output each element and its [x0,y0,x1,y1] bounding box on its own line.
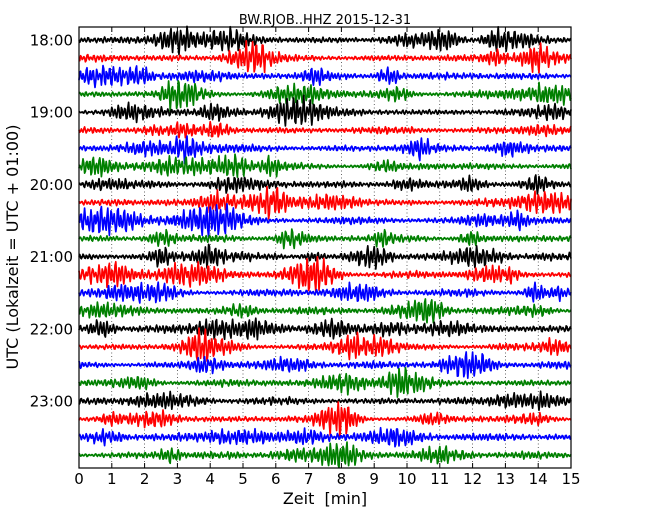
chart-title: BW.RJOB..HHZ 2015-12-31 [239,13,411,28]
plot-frame [78,26,572,469]
trace-14 [78,256,572,292]
trace-11 [78,203,572,238]
y-tick-label-3: 21:00 [30,248,73,266]
x-tick-label-7: 7 [304,470,314,488]
y-tick-label-2: 20:00 [30,176,73,194]
x-tick-label-15: 15 [561,470,580,488]
x-tick-label-14: 14 [529,470,548,488]
x-tick-label-12: 12 [463,470,482,488]
x-tick-label-3: 3 [173,470,183,488]
y-tick-label-5: 23:00 [30,393,73,411]
trace-15 [78,281,572,304]
x-tick-label-5: 5 [238,470,248,488]
x-tick-label-13: 13 [496,470,515,488]
x-tick-label-2: 2 [140,470,150,488]
x-tick-label-6: 6 [271,470,281,488]
trace-1 [78,25,572,56]
grid-lines [111,27,539,468]
trace-16 [78,298,572,324]
trace-12 [78,228,572,250]
trace-19 [78,351,572,379]
x-tick-label-9: 9 [369,470,379,488]
trace-20 [78,367,572,398]
trace-23 [78,426,572,448]
x-tick-label-8: 8 [337,470,347,488]
trace-5 [78,94,572,127]
x-axis-label: Zeit [min] [283,489,367,508]
trace-6 [78,120,572,139]
trace-18 [78,327,572,362]
y-axis-ticks: 18:00 19:00 20:00 21:00 22:00 23:00 [30,32,571,411]
x-tick-label-1: 1 [107,470,117,488]
trace-7 [78,135,572,165]
y-tick-label-1: 19:00 [30,104,73,122]
x-tick-label-0: 0 [74,470,84,488]
trace-4 [78,80,572,112]
trace-3 [78,64,572,89]
trace-22 [78,401,572,438]
trace-2 [78,40,572,74]
trace-21 [78,390,572,412]
x-tick-label-11: 11 [430,470,449,488]
x-tick-label-10: 10 [397,470,416,488]
x-tick-label-4: 4 [205,470,215,488]
trace-8 [78,153,572,179]
trace-13 [78,243,572,270]
y-tick-label-0: 18:00 [30,32,73,50]
y-tick-label-4: 22:00 [30,320,73,338]
trace-10 [78,185,572,220]
y-axis-label: UTC (Lokalzeit = UTC + 01:00) [3,125,22,370]
x-axis-ticks: 0 1 2 3 4 5 6 7 8 9 10 11 12 13 14 15 [74,27,581,488]
trace-24 [78,441,572,469]
seismic-traces [78,25,572,469]
trace-9 [78,174,572,195]
trace-17 [78,317,572,341]
